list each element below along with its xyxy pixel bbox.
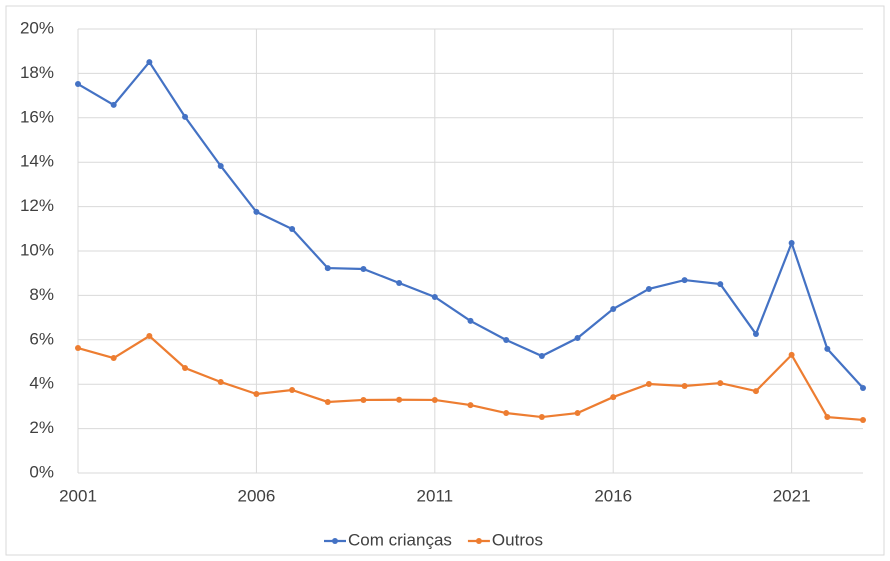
data-point bbox=[75, 345, 81, 352]
legend-label: Outros bbox=[492, 530, 543, 549]
data-point bbox=[610, 305, 617, 312]
data-point bbox=[574, 410, 581, 417]
data-point bbox=[681, 382, 688, 389]
x-tick-label: 2016 bbox=[594, 486, 632, 505]
y-tick-label: 12% bbox=[20, 196, 54, 215]
legend-marker bbox=[475, 538, 482, 544]
data-point bbox=[431, 293, 438, 300]
data-point bbox=[182, 364, 189, 371]
data-point bbox=[645, 285, 652, 292]
y-tick-label: 20% bbox=[20, 18, 54, 37]
y-tick-label: 2% bbox=[29, 418, 54, 437]
data-point bbox=[360, 396, 367, 403]
data-point bbox=[110, 101, 117, 108]
data-point bbox=[360, 265, 367, 272]
data-point bbox=[217, 162, 224, 169]
data-point bbox=[253, 208, 260, 215]
y-tick-label: 8% bbox=[29, 285, 54, 304]
data-point bbox=[681, 277, 688, 284]
data-point bbox=[396, 396, 403, 403]
data-point bbox=[645, 380, 652, 387]
data-point bbox=[146, 59, 153, 66]
y-tick-label: 14% bbox=[20, 152, 54, 171]
x-tick-label: 2011 bbox=[417, 486, 454, 505]
data-point bbox=[396, 279, 403, 286]
data-point bbox=[289, 386, 296, 393]
x-tick-label: 2001 bbox=[59, 486, 97, 505]
data-point bbox=[717, 281, 724, 288]
data-point bbox=[431, 396, 438, 403]
data-point bbox=[467, 402, 474, 409]
data-point bbox=[324, 398, 331, 405]
data-point bbox=[467, 317, 474, 324]
data-point bbox=[324, 265, 331, 272]
chart-frame bbox=[5, 5, 885, 556]
data-point bbox=[752, 331, 759, 338]
data-point bbox=[503, 410, 510, 417]
y-tick-label: 0% bbox=[29, 462, 54, 481]
data-point bbox=[860, 416, 866, 423]
x-tick-label: 2021 bbox=[773, 486, 811, 505]
legend-marker bbox=[332, 538, 338, 544]
data-point bbox=[574, 335, 581, 342]
data-point bbox=[538, 353, 545, 360]
y-tick-label: 10% bbox=[20, 240, 54, 259]
data-point bbox=[717, 380, 724, 387]
data-point bbox=[752, 388, 759, 395]
data-point bbox=[182, 113, 189, 120]
data-point bbox=[110, 355, 117, 362]
y-tick-label: 16% bbox=[20, 107, 54, 126]
y-tick-label: 4% bbox=[29, 374, 54, 393]
data-point bbox=[289, 226, 296, 233]
x-tick-label: 2006 bbox=[237, 486, 275, 505]
data-point bbox=[146, 333, 153, 340]
data-point bbox=[824, 345, 831, 352]
legend-label: Com crianças bbox=[348, 530, 452, 549]
data-point bbox=[538, 414, 545, 421]
data-point bbox=[610, 394, 617, 401]
data-point bbox=[75, 81, 81, 88]
data-point bbox=[824, 414, 831, 421]
data-point bbox=[253, 390, 260, 397]
y-tick-label: 18% bbox=[20, 63, 54, 82]
data-point bbox=[503, 337, 510, 344]
data-point bbox=[788, 351, 795, 358]
data-point bbox=[860, 384, 866, 391]
data-point bbox=[217, 378, 224, 385]
data-point bbox=[788, 240, 795, 247]
y-tick-label: 6% bbox=[29, 329, 54, 348]
